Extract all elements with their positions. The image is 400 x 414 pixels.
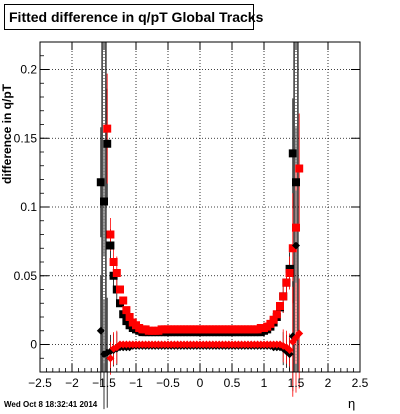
x-tick-label: 2	[325, 376, 332, 390]
data-point-square	[119, 310, 128, 319]
x-tick-label: −2.5	[28, 376, 52, 390]
data-point-square	[116, 285, 124, 294]
data-point-square	[125, 313, 134, 321]
data-point-square	[100, 197, 108, 206]
data-point-diamond	[285, 350, 294, 359]
data-point-square	[103, 124, 112, 133]
data-point-square	[279, 292, 288, 301]
y-tick-label: 0.1	[20, 200, 37, 214]
data-point-diamond	[292, 241, 300, 250]
y-tick-label: 0	[30, 338, 37, 352]
x-tick-label: 1	[261, 376, 268, 390]
x-tick-label: 2.5	[352, 376, 369, 390]
data-points	[96, 124, 304, 363]
data-point-diamond	[285, 346, 294, 354]
data-point-square	[292, 178, 300, 187]
data-point-square	[122, 306, 131, 315]
data-point-square	[282, 278, 291, 287]
y-tick-label: 0.15	[14, 131, 38, 145]
data-point-square	[266, 319, 275, 328]
data-point-diamond	[106, 354, 115, 363]
data-point-square	[288, 244, 297, 253]
data-point-square	[103, 139, 112, 148]
data-point-square	[112, 269, 121, 277]
data-point-square	[109, 258, 118, 266]
data-point-square	[292, 223, 300, 232]
error-bars	[100, 73, 300, 410]
x-tick-label: −0.5	[156, 376, 180, 390]
tick-labels: −2.5 −2 −1.5 −1 −0.5 0 0.5 1 1.5 2 2.5 0 0.05 0.1 0.15…	[14, 63, 369, 391]
x-tick-label: 0.5	[224, 376, 241, 390]
data-point-square	[119, 296, 128, 305]
axis-ticks	[39, 41, 361, 373]
y-axis-label: difference in q/pT	[0, 84, 14, 185]
data-point-square	[288, 149, 297, 158]
chart-title: Fitted difference in q/pT Global Tracks	[4, 4, 263, 30]
x-tick-label: −1.5	[92, 376, 116, 390]
y-tick-label: 0.05	[14, 269, 38, 283]
data-point-square	[122, 317, 131, 326]
data-point-square	[106, 241, 115, 250]
data-point-diamond	[295, 329, 304, 338]
data-point-square	[269, 315, 278, 324]
data-point-square	[276, 302, 284, 310]
x-tick-label: 1.5	[288, 376, 305, 390]
y-tick-label: 0.2	[20, 63, 37, 77]
data-point-square	[272, 310, 281, 319]
boundary-lines	[101, 42, 299, 372]
data-point-square	[106, 230, 115, 239]
data-point-square	[96, 178, 105, 187]
x-tick-label: −1	[129, 376, 143, 390]
data-point-square	[285, 264, 294, 273]
grid-lines	[40, 42, 360, 372]
data-point-diamond	[96, 326, 105, 335]
timestamp: Wed Oct 8 18:32:41 2014	[4, 400, 98, 409]
x-tick-label: −2	[65, 376, 79, 390]
x-tick-label: 0	[197, 376, 204, 390]
x-axis-label: η	[348, 396, 356, 411]
data-point-square	[295, 164, 304, 173]
data-point-square	[285, 269, 294, 277]
